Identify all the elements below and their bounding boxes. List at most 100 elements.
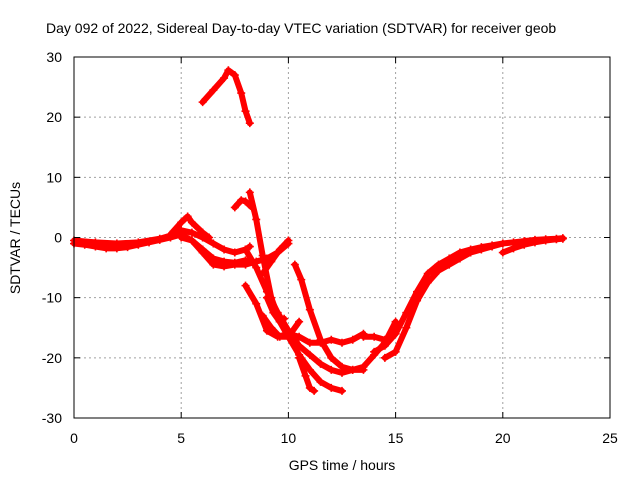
data-point <box>241 260 250 269</box>
series-trace <box>167 213 213 241</box>
data-point <box>391 347 400 356</box>
y-tick-label: -30 <box>42 410 62 426</box>
series-sat-c <box>166 212 214 242</box>
data-series <box>70 66 567 395</box>
data-point <box>237 89 246 98</box>
data-point <box>310 386 319 395</box>
data-point <box>359 365 368 374</box>
data-point <box>209 260 218 269</box>
data-point <box>205 233 214 242</box>
chart-title: Day 092 of 2022, Sidereal Day-to-day VTE… <box>46 20 556 36</box>
data-point <box>305 350 314 359</box>
x-tick-label: 25 <box>602 430 618 446</box>
data-point <box>230 71 239 80</box>
data-point <box>423 278 432 287</box>
axis-ticks <box>73 56 611 419</box>
data-point <box>359 332 368 341</box>
x-axis-label: GPS time / hours <box>289 457 396 473</box>
data-point <box>187 236 196 245</box>
data-point <box>275 332 284 341</box>
data-point <box>370 332 379 341</box>
data-point <box>370 347 379 356</box>
data-point <box>413 296 422 305</box>
data-point <box>177 226 186 235</box>
data-point <box>245 119 254 128</box>
data-point <box>258 311 267 320</box>
x-tick-label: 5 <box>177 430 185 446</box>
data-point <box>498 239 507 248</box>
data-point <box>262 326 271 335</box>
data-point <box>327 365 336 374</box>
data-point <box>258 269 267 278</box>
data-point <box>220 262 229 271</box>
y-tick-labels: -30 -20 -10 0 10 20 30 <box>42 49 62 426</box>
data-point <box>391 317 400 326</box>
data-point <box>348 335 357 344</box>
data-point <box>275 317 284 326</box>
data-point <box>530 238 539 247</box>
data-point <box>91 238 100 247</box>
data-point <box>338 362 346 371</box>
data-point <box>297 275 306 284</box>
y-tick-label: 20 <box>46 109 62 125</box>
data-point <box>166 230 175 239</box>
data-point <box>220 245 229 254</box>
grid <box>74 57 610 418</box>
x-tick-label: 0 <box>70 430 78 446</box>
data-point <box>241 245 250 254</box>
x-tick-label: 15 <box>388 430 404 446</box>
series-sat-i <box>245 188 346 395</box>
data-point <box>267 257 276 266</box>
data-point <box>252 299 261 308</box>
y-tick-label: -20 <box>42 350 62 366</box>
data-point <box>252 215 261 224</box>
data-point <box>541 236 550 245</box>
series-sat-j <box>258 311 304 341</box>
data-point <box>520 240 529 249</box>
data-point <box>338 338 346 347</box>
data-point <box>230 248 239 257</box>
data-point <box>262 293 271 302</box>
data-point <box>241 281 250 290</box>
data-point <box>305 305 314 314</box>
data-point <box>316 377 325 386</box>
data-point <box>477 245 486 254</box>
data-point <box>241 107 250 116</box>
data-point <box>295 317 304 326</box>
data-point <box>402 323 411 332</box>
data-point <box>209 86 218 95</box>
data-point <box>267 323 276 332</box>
series-sat-r <box>498 234 567 257</box>
data-point <box>455 254 464 263</box>
data-point <box>305 365 314 374</box>
series-sat-k <box>258 236 293 278</box>
series-sat-b <box>70 226 254 257</box>
data-point <box>380 353 389 362</box>
data-point <box>198 248 207 257</box>
data-point <box>245 188 254 197</box>
data-point <box>423 269 432 278</box>
data-point <box>220 74 229 83</box>
data-point <box>327 353 336 362</box>
data-point <box>402 308 411 317</box>
data-point <box>295 353 304 362</box>
data-point <box>241 197 250 206</box>
data-point <box>445 260 454 269</box>
data-point <box>177 218 186 227</box>
y-tick-label: 0 <box>54 230 62 246</box>
data-point <box>509 244 518 253</box>
data-point <box>258 251 267 260</box>
data-point <box>327 383 336 392</box>
series-trace <box>360 327 399 343</box>
data-point <box>275 245 284 254</box>
series-trace <box>296 354 318 394</box>
data-point <box>284 236 293 245</box>
data-point <box>290 260 299 269</box>
data-point <box>301 371 310 380</box>
data-point <box>348 365 357 374</box>
series-trace <box>263 294 288 325</box>
data-point <box>224 66 233 75</box>
series-trace <box>259 237 292 277</box>
data-point <box>230 203 239 212</box>
data-point <box>245 242 254 251</box>
